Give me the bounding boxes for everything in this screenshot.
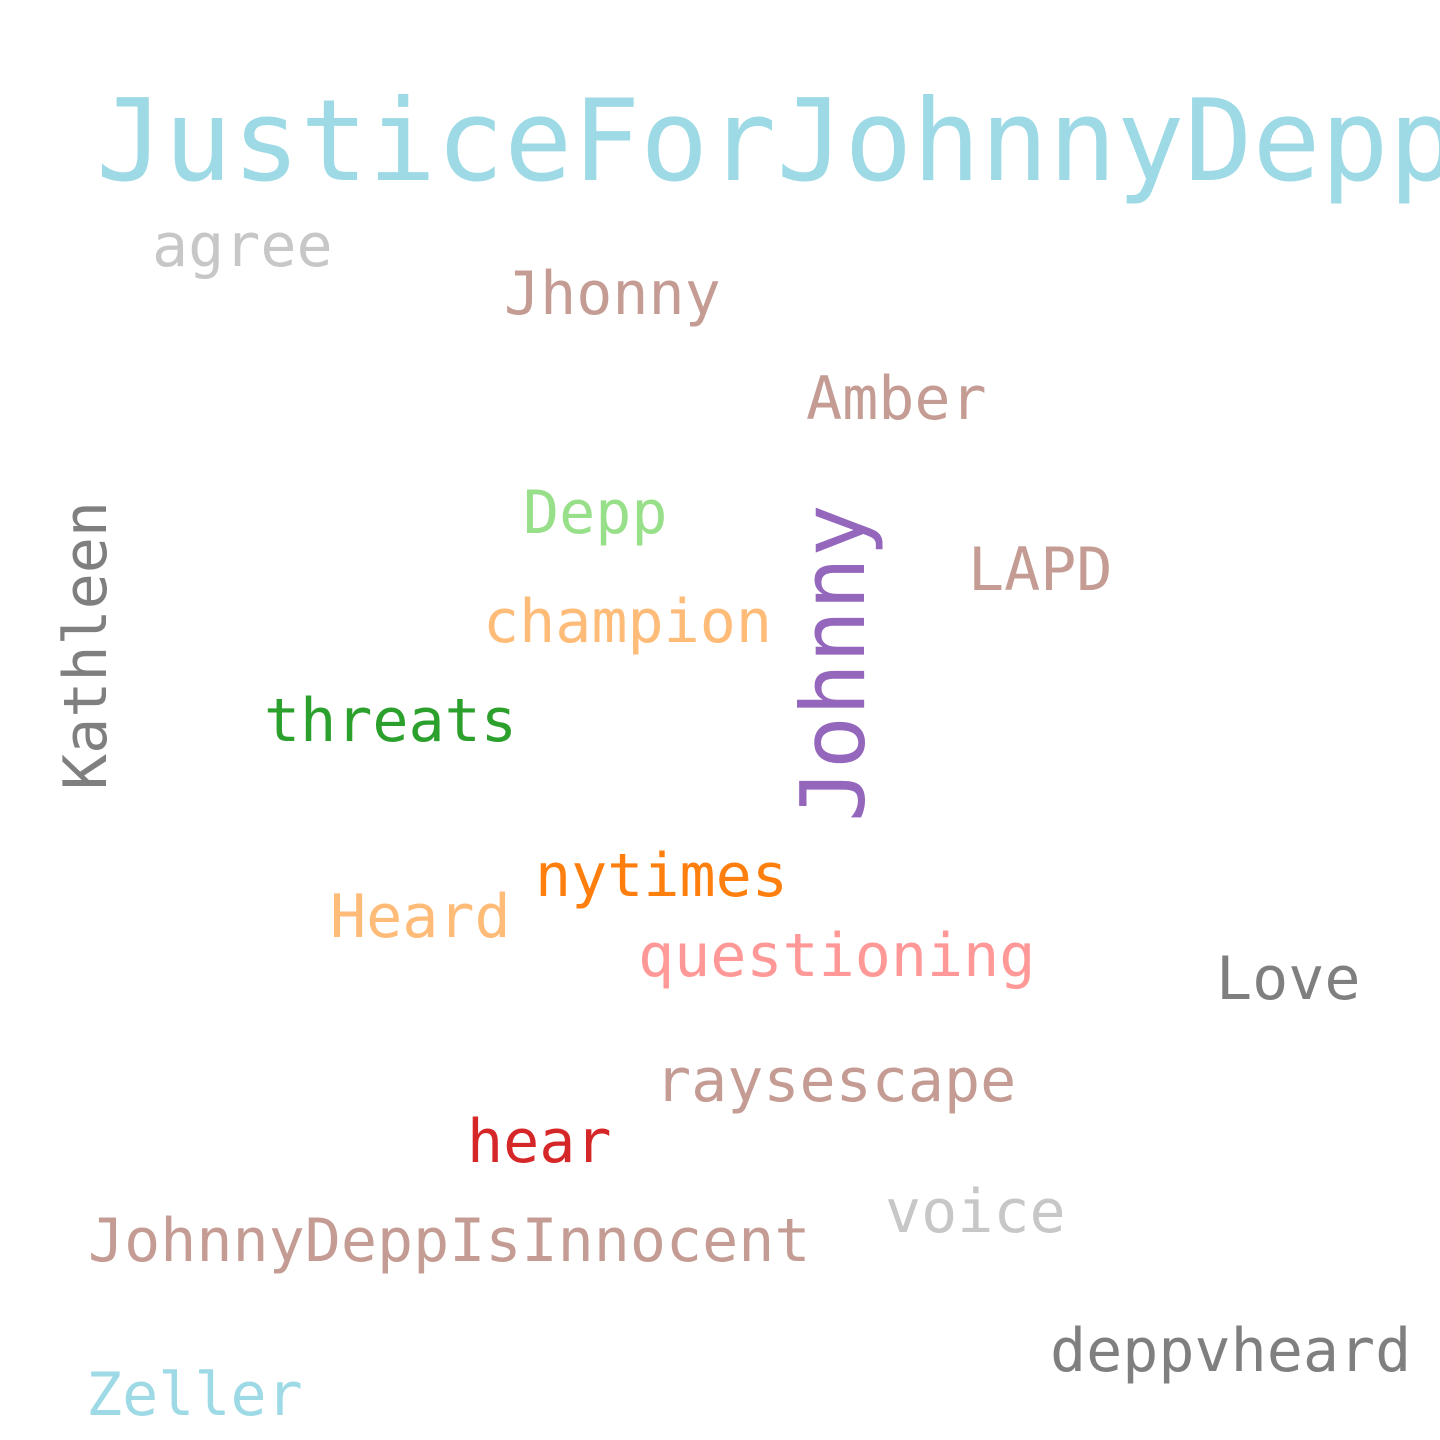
word-zeller: Zeller bbox=[86, 1360, 303, 1430]
word-hear: hear bbox=[467, 1107, 612, 1177]
word-threats: threats bbox=[264, 686, 517, 756]
word-deppvheard: deppvheard bbox=[1050, 1316, 1412, 1386]
word-voice: voice bbox=[885, 1177, 1066, 1247]
word-questioning: questioning bbox=[638, 921, 1036, 991]
word-jhonny: Jhonny bbox=[504, 259, 721, 329]
word-depp: Depp bbox=[523, 478, 668, 548]
word-nytimes: nytimes bbox=[535, 841, 788, 911]
word-champion: champion bbox=[483, 587, 772, 657]
word-justicefor-johnnydepp: JusticeForJohnnyDepp bbox=[96, 75, 1440, 207]
word-amber: Amber bbox=[806, 364, 987, 434]
word-kathleen: Kathleen bbox=[51, 501, 121, 790]
word-love: Love bbox=[1216, 944, 1361, 1014]
word-johnny: Johnny bbox=[782, 504, 885, 822]
word-heard: Heard bbox=[330, 882, 511, 952]
word-agree: agree bbox=[152, 211, 333, 281]
word-johnnydeppisinnocent: JohnnyDeppIsInnocent bbox=[88, 1206, 811, 1276]
word-raysescape: raysescape bbox=[655, 1046, 1017, 1116]
word-lapd: LAPD bbox=[968, 535, 1113, 605]
